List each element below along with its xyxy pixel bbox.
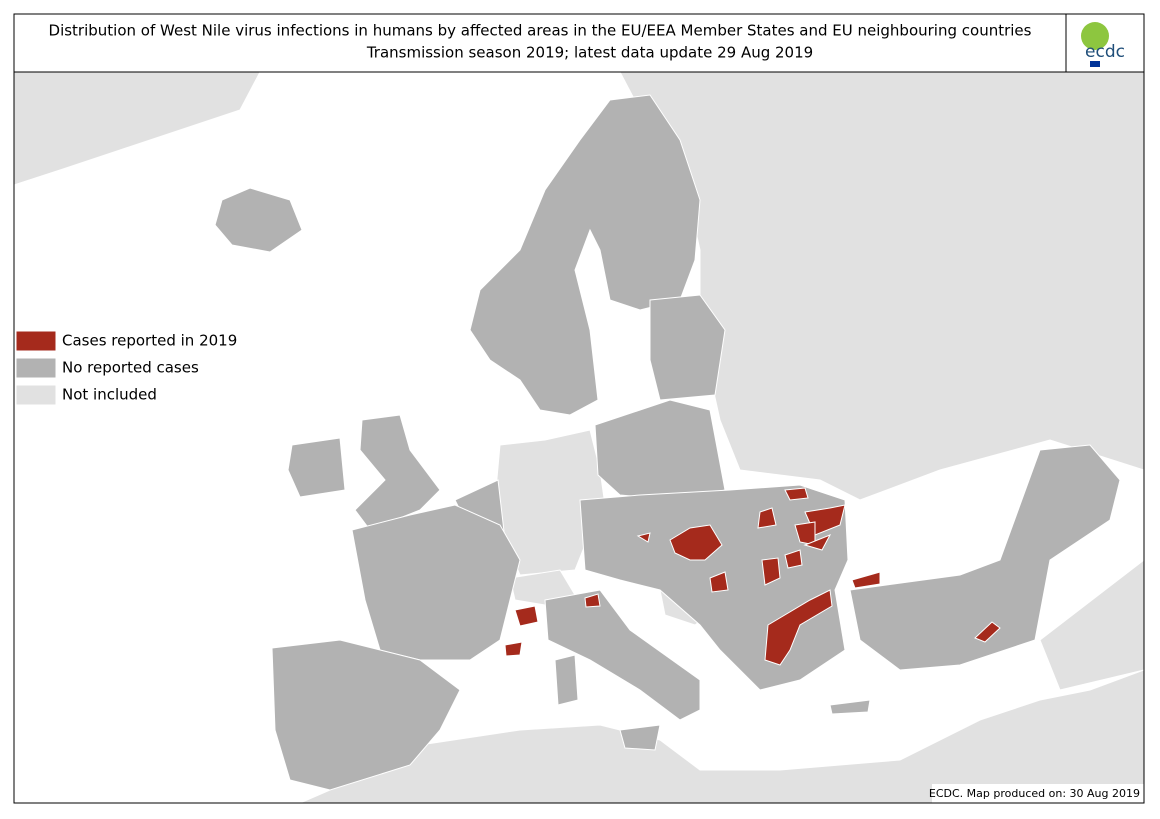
crete <box>829 699 871 715</box>
legend-label: Not included <box>62 386 157 404</box>
affected-area <box>803 534 832 551</box>
north-africa <box>299 669 1145 804</box>
title: Distribution of West Nile virus infectio… <box>49 22 1032 40</box>
frame <box>13 13 1145 804</box>
affected-area <box>709 571 729 593</box>
sicily <box>619 724 661 751</box>
footer-box <box>932 784 1144 803</box>
affected-area <box>514 605 539 627</box>
legend-swatch <box>15 384 57 406</box>
logo-text: ecdc <box>1085 42 1125 62</box>
scandinavia <box>469 94 701 416</box>
italy <box>544 589 701 721</box>
ireland <box>287 437 346 498</box>
affected-area <box>764 589 833 666</box>
baltics <box>649 294 726 401</box>
affected-area <box>974 621 1001 643</box>
affected-area <box>504 641 523 657</box>
legend-label: Cases reported in 2019 <box>62 332 237 350</box>
sardinia <box>554 654 579 706</box>
turkey <box>849 444 1121 671</box>
affected-area <box>784 487 809 501</box>
subtitle: Transmission season 2019; latest data up… <box>366 44 813 62</box>
affected-area <box>584 593 601 608</box>
affected-area <box>784 549 803 569</box>
map <box>13 71 1145 804</box>
affected-area <box>757 507 777 529</box>
legend-label: No reported cases <box>62 359 199 377</box>
iceland <box>214 187 303 253</box>
affected-area <box>669 524 723 561</box>
logo-globe <box>1081 22 1109 50</box>
affected-area <box>761 557 781 586</box>
affected-area <box>636 532 651 543</box>
legend-swatch <box>15 330 57 352</box>
iberia <box>271 639 461 791</box>
header-box <box>13 13 1145 73</box>
affected-area <box>851 571 881 589</box>
greenland <box>13 71 261 186</box>
legend: Cases reported in 2019 No reported cases N… <box>15 330 237 406</box>
france <box>351 504 521 661</box>
footer: ECDC. Map produced on: 30 Aug 2019 <box>929 787 1140 800</box>
legend-swatch <box>15 357 57 379</box>
eu-flag <box>1090 61 1100 67</box>
